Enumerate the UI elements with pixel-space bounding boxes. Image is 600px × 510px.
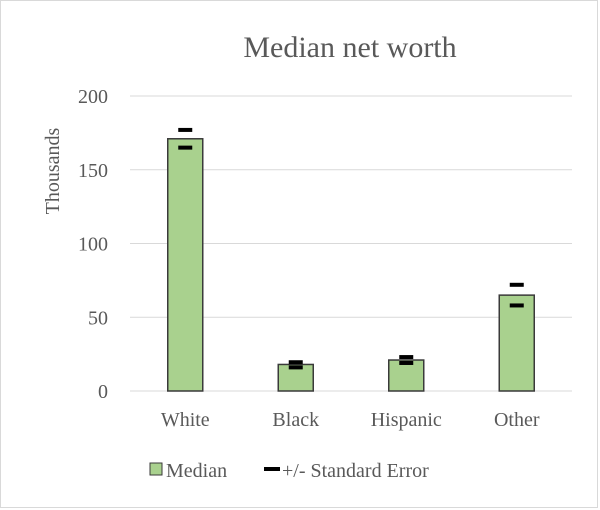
error-cap-upper xyxy=(288,360,303,365)
y-tick-labels: 0 50 100 150 200 xyxy=(78,86,108,403)
error-cap-lower xyxy=(178,145,193,150)
bar-hispanic xyxy=(388,359,425,392)
y-tick-label: 50 xyxy=(88,307,108,329)
y-tick-label: 0 xyxy=(98,381,108,403)
error-cap-upper xyxy=(399,355,414,360)
legend-median-label: Median xyxy=(166,460,227,482)
error-cap-lower xyxy=(399,360,414,365)
y-tick-label: 150 xyxy=(78,160,108,182)
error-cap-lower xyxy=(509,303,524,308)
y-axis-label: Thousands xyxy=(42,127,64,214)
legend: Median +/- Standard Error xyxy=(149,460,429,482)
x-tick-label: Black xyxy=(272,409,319,431)
gridlines xyxy=(130,95,572,392)
bar-white xyxy=(167,138,204,392)
error-cap-lower xyxy=(288,365,303,370)
legend-median-swatch xyxy=(149,462,163,476)
chart-title: Median net worth xyxy=(243,31,456,64)
x-tick-labels: White Black Hispanic Other xyxy=(161,409,540,431)
bar-other xyxy=(498,294,535,392)
bars xyxy=(167,138,535,392)
bar-black xyxy=(277,363,314,392)
x-tick-label: Other xyxy=(494,409,540,431)
x-tick-label: Hispanic xyxy=(371,409,442,431)
error-bars xyxy=(178,127,524,370)
error-cap-upper xyxy=(509,282,524,287)
legend-error-label: +/- Standard Error xyxy=(282,460,429,482)
error-cap-upper xyxy=(178,127,193,132)
y-tick-label: 200 xyxy=(78,86,108,108)
x-tick-label: White xyxy=(161,409,210,431)
y-tick-label: 100 xyxy=(78,234,108,256)
legend-error-swatch xyxy=(264,467,280,471)
